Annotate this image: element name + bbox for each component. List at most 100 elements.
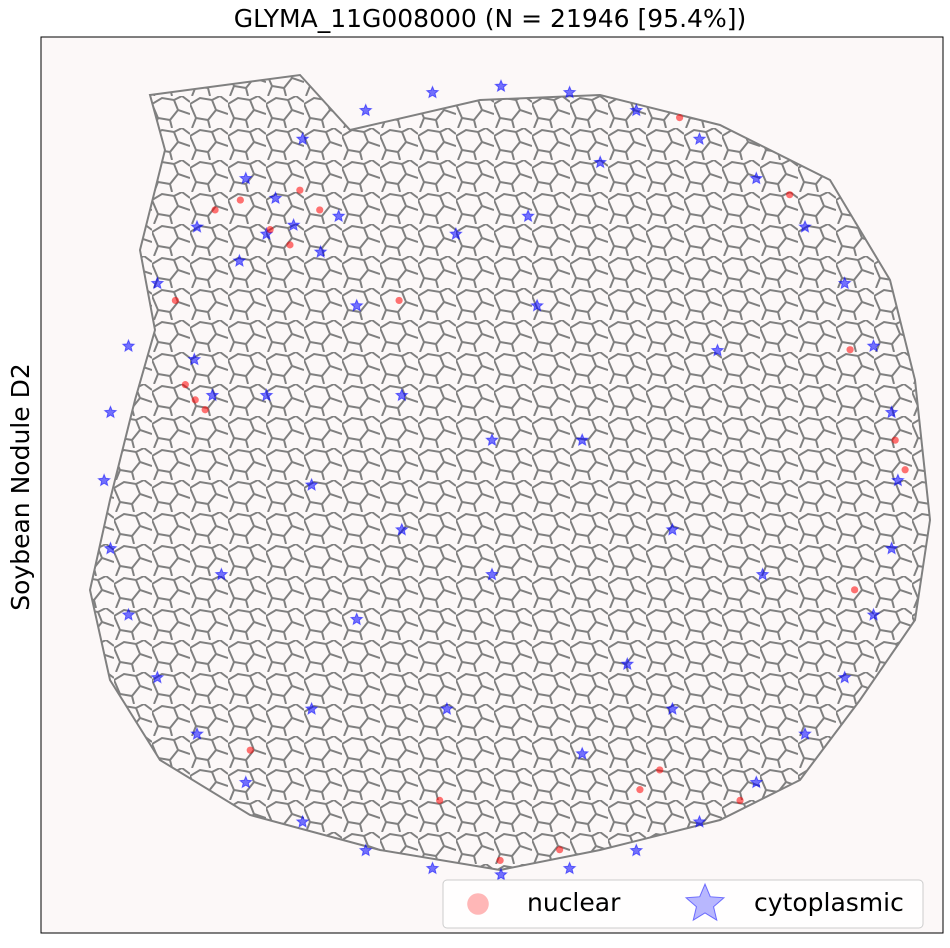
star-marker xyxy=(485,432,499,447)
circle-marker xyxy=(556,846,564,854)
star-marker xyxy=(890,473,905,487)
star-marker xyxy=(286,217,301,232)
star-marker xyxy=(425,85,440,99)
star-marker xyxy=(798,726,812,740)
star-marker xyxy=(295,814,310,828)
circle-marker xyxy=(296,186,304,194)
circle-marker xyxy=(786,191,794,199)
star-marker xyxy=(710,343,725,357)
circle-marker xyxy=(901,466,909,474)
circle-marker xyxy=(191,396,199,404)
circle-marker xyxy=(851,586,859,594)
circle-marker xyxy=(316,206,324,214)
star-marker xyxy=(268,191,283,205)
star-marker xyxy=(629,103,644,117)
circle-marker xyxy=(246,746,254,754)
star-marker xyxy=(349,612,364,626)
circle-marker xyxy=(846,346,854,354)
star-marker xyxy=(304,701,319,715)
star-marker xyxy=(692,814,707,828)
legend-marker xyxy=(684,882,726,922)
star-marker xyxy=(837,670,852,684)
star-marker xyxy=(665,522,680,536)
star-marker xyxy=(358,103,373,117)
star-marker xyxy=(187,352,202,366)
star-marker xyxy=(295,131,310,146)
star-marker xyxy=(232,253,247,267)
legend: nuclear cytoplasmic xyxy=(442,879,924,929)
star-marker xyxy=(238,775,253,789)
star-marker xyxy=(562,861,577,875)
legend-box xyxy=(442,879,924,929)
star-marker xyxy=(103,541,118,555)
star-marker xyxy=(331,208,346,223)
star-marker xyxy=(121,338,136,353)
circle-marker xyxy=(236,196,244,204)
circle-marker xyxy=(286,241,294,249)
circle-marker xyxy=(211,206,219,214)
star-marker xyxy=(238,171,253,185)
star-marker xyxy=(349,298,364,312)
circle-marker xyxy=(736,796,744,804)
star-marker xyxy=(425,861,440,875)
legend-marker xyxy=(467,893,489,915)
star-marker xyxy=(313,244,328,258)
circle-marker xyxy=(436,796,444,804)
points xyxy=(97,79,909,881)
star-marker xyxy=(494,79,508,93)
star-marker xyxy=(358,843,373,857)
star-marker xyxy=(530,298,545,312)
circle-marker xyxy=(636,786,644,794)
star-marker xyxy=(593,155,608,169)
star-marker xyxy=(866,338,881,353)
circle-marker xyxy=(891,436,899,444)
star-marker xyxy=(629,843,644,857)
circle-marker xyxy=(266,226,274,234)
star-marker xyxy=(521,208,536,223)
star-marker xyxy=(259,388,274,402)
star-marker xyxy=(394,388,409,402)
star-marker xyxy=(755,567,770,581)
star-marker xyxy=(866,607,881,621)
star-marker xyxy=(837,276,852,290)
circle-marker xyxy=(171,296,179,305)
star-marker xyxy=(448,226,463,241)
legend-label: cytoplasmic xyxy=(754,888,904,917)
circle-marker xyxy=(496,856,504,865)
chart-title: GLYMA_11G008000 (N = 21946 [95.4%]) xyxy=(234,4,746,33)
star-marker xyxy=(494,867,508,881)
star-marker xyxy=(304,477,319,491)
star-marker xyxy=(439,701,454,715)
tissue-outline xyxy=(88,73,932,872)
legend-label: nuclear xyxy=(527,888,621,917)
star-marker xyxy=(103,405,118,419)
star-marker xyxy=(665,701,680,715)
star-marker xyxy=(485,567,499,581)
star-marker xyxy=(575,432,590,447)
star-marker xyxy=(190,219,205,233)
star-marker xyxy=(749,775,764,789)
star-marker xyxy=(205,388,220,402)
circle-marker xyxy=(395,296,403,305)
circle-marker xyxy=(676,114,684,122)
star-marker xyxy=(575,746,590,760)
star-marker xyxy=(620,656,635,671)
circle-marker xyxy=(656,766,664,774)
y-axis-label: Soybean Nodule D2 xyxy=(6,363,35,610)
star-marker xyxy=(150,276,165,290)
star-marker xyxy=(394,522,409,536)
star-marker xyxy=(214,567,229,581)
star-marker xyxy=(749,171,764,185)
cell-outlines xyxy=(90,75,930,870)
star-marker xyxy=(562,85,577,99)
star-marker xyxy=(884,541,899,555)
star-marker xyxy=(798,219,812,233)
star-marker xyxy=(692,131,707,146)
circle-marker xyxy=(201,406,209,414)
star-marker xyxy=(97,473,112,487)
circle-marker xyxy=(181,381,189,389)
star-marker xyxy=(884,405,899,419)
star-marker xyxy=(121,607,136,621)
star-marker xyxy=(190,726,205,740)
